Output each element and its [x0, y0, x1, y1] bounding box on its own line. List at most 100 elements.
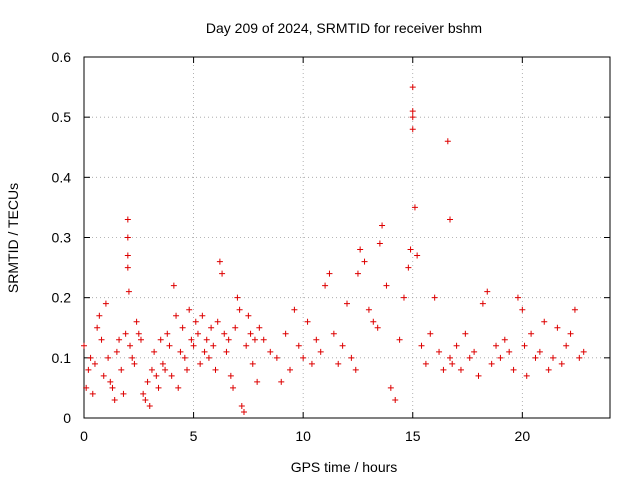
data-point [184, 366, 191, 373]
data-point [192, 318, 199, 325]
data-point [137, 336, 144, 343]
data-point [107, 378, 114, 385]
chart-title: Day 209 of 2024, SRMTID for receiver bsh… [206, 20, 482, 36]
data-point [142, 396, 149, 403]
data-point [365, 306, 372, 313]
data-point [475, 372, 482, 379]
data-point [260, 336, 267, 343]
data-point [232, 324, 239, 331]
data-point [545, 366, 552, 373]
data-point [521, 342, 528, 349]
data-point [267, 348, 274, 355]
data-point [153, 372, 160, 379]
data-point [87, 354, 94, 361]
data-point [122, 330, 129, 337]
axis-ticks: 0 5 10 15 20 0 0.1 0.2 0.3 0.4 0.5 0.6 [52, 49, 610, 444]
data-point [238, 402, 245, 409]
data-point [203, 336, 210, 343]
data-point [510, 366, 517, 373]
data-point [322, 282, 329, 289]
data-point [422, 360, 429, 367]
data-point [447, 216, 454, 223]
data-point [197, 360, 204, 367]
data-point [155, 384, 162, 391]
data-point [102, 300, 109, 307]
data-point [124, 264, 131, 271]
data-point [466, 354, 473, 361]
data-point [148, 366, 155, 373]
data-point [409, 126, 416, 133]
data-point [247, 330, 254, 337]
data-point [400, 294, 407, 301]
data-point [124, 234, 131, 241]
data-point [541, 318, 548, 325]
data-point [576, 354, 583, 361]
data-point [245, 312, 252, 319]
data-point [440, 366, 447, 373]
data-point [219, 270, 226, 277]
data-point [383, 282, 390, 289]
data-point [396, 336, 403, 343]
x-tick-label: 20 [515, 428, 531, 444]
data-point [135, 330, 142, 337]
data-point [131, 360, 138, 367]
data-point [146, 402, 153, 409]
data-point [223, 348, 230, 355]
data-point [379, 222, 386, 229]
data-point [519, 306, 526, 313]
data-point [151, 348, 158, 355]
data-point [497, 354, 504, 361]
x-axis-label: GPS time / hours [291, 459, 398, 475]
data-point [278, 378, 285, 385]
data-point [227, 372, 234, 379]
data-point [251, 336, 258, 343]
data-point [532, 354, 539, 361]
data-point [313, 336, 320, 343]
data-point [111, 396, 118, 403]
y-axis-label: SRMTID / TECUs [5, 183, 21, 293]
data-point [436, 348, 443, 355]
data-point [124, 216, 131, 223]
data-point [234, 294, 241, 301]
data-point [447, 354, 454, 361]
data-point [162, 366, 169, 373]
data-point [335, 360, 342, 367]
data-point [127, 342, 134, 349]
data-point [256, 324, 263, 331]
data-point [407, 246, 414, 253]
data-point [140, 390, 147, 397]
data-point [94, 324, 101, 331]
data-point [116, 336, 123, 343]
data-point [194, 330, 201, 337]
data-point [164, 330, 171, 337]
data-point [462, 330, 469, 337]
data-point [348, 354, 355, 361]
data-point [216, 258, 223, 265]
data-point [374, 324, 381, 331]
data-point [418, 342, 425, 349]
data-point [405, 264, 412, 271]
data-point [330, 330, 337, 337]
data-point [221, 330, 228, 337]
data-point [282, 330, 289, 337]
data-point [190, 342, 197, 349]
y-tick-label: 0.4 [52, 169, 72, 185]
data-point [304, 318, 311, 325]
data-point [431, 294, 438, 301]
data-point [105, 354, 112, 361]
data-point [376, 240, 383, 247]
x-tick-label: 10 [295, 428, 311, 444]
data-point [212, 366, 219, 373]
data-point [170, 282, 177, 289]
data-point [100, 372, 107, 379]
data-point [89, 390, 96, 397]
data-point [129, 354, 136, 361]
data-point [249, 360, 256, 367]
data-point [199, 312, 206, 319]
data-point [528, 330, 535, 337]
data-point [214, 318, 221, 325]
data-point [471, 348, 478, 355]
data-point [133, 318, 140, 325]
data-point [125, 288, 132, 295]
